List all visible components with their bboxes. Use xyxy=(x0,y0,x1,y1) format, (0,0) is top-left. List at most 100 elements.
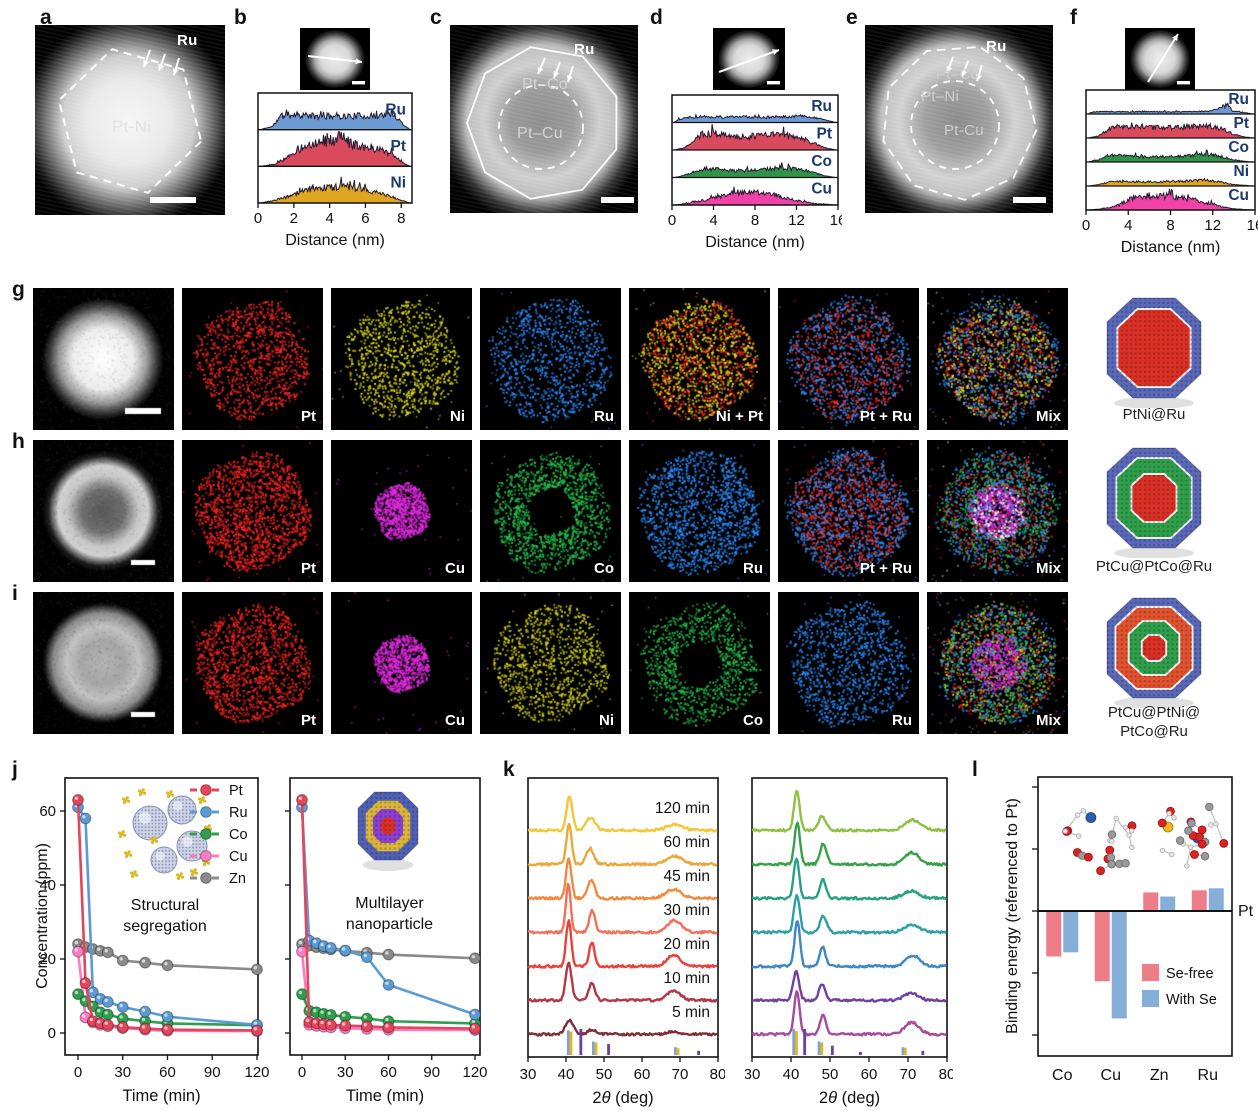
svg-text:16: 16 xyxy=(1247,217,1258,234)
eds-map-g-pt-ru: Pt + Ru xyxy=(778,288,919,430)
svg-text:Zn: Zn xyxy=(1150,1067,1169,1084)
svg-text:90: 90 xyxy=(204,1064,221,1081)
svg-text:Cu: Cu xyxy=(229,849,248,865)
svg-text:Co: Co xyxy=(229,827,248,843)
ru-surface-label-c: Ru xyxy=(574,41,595,58)
y-axis-label-binding-energy: Binding energy (referenced to Pt) xyxy=(1004,798,1021,1034)
svg-text:80: 80 xyxy=(710,1066,725,1083)
svg-text:Pt: Pt xyxy=(817,125,833,142)
shell-label-c: Pt–Co xyxy=(522,76,568,93)
svg-text:Co: Co xyxy=(1052,1067,1073,1084)
eds-map-i-co: Co xyxy=(629,592,770,734)
nanoparticle-model-g xyxy=(1092,296,1216,409)
svg-text:8: 8 xyxy=(1166,217,1174,234)
svg-text:Pt: Pt xyxy=(391,138,407,155)
eds-map-h-pt-ru: Pt + Ru xyxy=(778,440,919,582)
model-caption-g: PtNi@Ru xyxy=(1122,406,1186,423)
eds-cell-label: Pt xyxy=(301,712,316,729)
eds-map-row-g: Pt Ni Ru Ni + Pt Pt + Ru Mix xyxy=(33,288,1073,430)
eds-cell-label: Cu xyxy=(445,712,465,729)
eds-map-h-haadf xyxy=(33,440,174,582)
svg-text:80: 80 xyxy=(939,1066,953,1083)
svg-text:Ni: Ni xyxy=(391,175,407,192)
nanoparticle-model-i xyxy=(1092,596,1216,709)
svg-text:60: 60 xyxy=(861,1066,878,1083)
eds-cell-label: Mix xyxy=(1035,408,1061,425)
panel-letter-d: d xyxy=(650,6,663,29)
panel-letter-h: h xyxy=(12,430,25,453)
svg-text:Time (min): Time (min) xyxy=(346,1087,424,1105)
svg-text:Ru: Ru xyxy=(385,101,406,118)
svg-text:4: 4 xyxy=(1124,217,1132,234)
line-profile-panel-f: Ru Pt Co Ni Cu 0 4 8 12 16 Distance (nm) xyxy=(1080,20,1258,268)
shell-label-e: Pt–Co xyxy=(936,66,980,83)
model-caption-i: PtCu@PtNi@ PtCo@Ru xyxy=(1107,704,1201,740)
svg-text:60: 60 xyxy=(380,1064,397,1081)
eds-map-h-pt: Pt xyxy=(182,440,323,582)
eds-cell-label: Cu xyxy=(445,560,465,577)
svg-text:50: 50 xyxy=(596,1066,613,1083)
svg-text:Ru: Ru xyxy=(229,805,248,821)
panel-letter-f: f xyxy=(1070,6,1077,29)
eds-map-h-mix: Mix xyxy=(927,440,1068,582)
svg-text:4: 4 xyxy=(325,210,333,227)
svg-text:90: 90 xyxy=(423,1064,440,1081)
svg-text:Cu: Cu xyxy=(811,180,832,197)
eds-map-i-ni: Ni xyxy=(480,592,621,734)
svg-text:120: 120 xyxy=(244,1064,269,1081)
eds-map-i-ru: Ru xyxy=(778,592,919,734)
panel-letter-c: c xyxy=(430,6,442,29)
svg-text:Pt: Pt xyxy=(1234,115,1250,132)
svg-text:Ru: Ru xyxy=(1228,91,1249,108)
panel-letter-g: g xyxy=(12,278,25,301)
caption-multilayer-nanoparticle: Multilayer nanoparticle xyxy=(345,895,434,933)
svg-text:0: 0 xyxy=(48,1025,56,1042)
svg-text:Pt: Pt xyxy=(229,783,243,799)
line-profile-panel-d: Ru Pt Co Cu 0 4 8 12 16 Distance (nm) xyxy=(664,20,846,260)
svg-text:120: 120 xyxy=(462,1064,487,1081)
panel-letter-l: l xyxy=(972,758,978,781)
core-label-c: Pt–Cu xyxy=(517,125,563,142)
svg-text:8: 8 xyxy=(397,210,405,227)
svg-text:Ru: Ru xyxy=(1198,1067,1218,1084)
scale-bar-e xyxy=(1013,197,1046,203)
svg-text:20: 20 xyxy=(40,951,56,968)
svg-text:30: 30 xyxy=(745,1066,760,1083)
eds-cell-label: Mix xyxy=(1035,712,1061,729)
svg-text:20 min: 20 min xyxy=(663,936,710,953)
eds-map-h-co: Co xyxy=(480,440,621,582)
svg-text:70: 70 xyxy=(900,1066,917,1083)
svg-text:Co: Co xyxy=(811,153,832,170)
svg-text:0: 0 xyxy=(1082,217,1090,234)
svg-text:40: 40 xyxy=(558,1066,575,1083)
panel-letter-i: i xyxy=(12,582,18,605)
svg-text:6: 6 xyxy=(361,210,369,227)
svg-text:30 min: 30 min xyxy=(663,902,710,919)
eds-cell-label: Ni + Pt xyxy=(715,408,763,425)
eds-cell-label: Ni xyxy=(599,712,614,729)
svg-text:Cu: Cu xyxy=(1101,1067,1121,1084)
svg-text:60 min: 60 min xyxy=(663,834,710,851)
ru-surface-label-a: Ru xyxy=(177,32,198,49)
svg-text:60: 60 xyxy=(40,803,56,820)
svg-text:60: 60 xyxy=(159,1064,176,1081)
svg-text:45 min: 45 min xyxy=(663,868,710,885)
eds-map-g-ni: Ni xyxy=(331,288,472,430)
eds-map-g-haadf xyxy=(33,288,174,430)
eds-map-row-h: Pt Cu Co Ru Pt + Ru Mix xyxy=(33,440,1073,582)
panel-letter-k: k xyxy=(503,758,515,781)
eds-cell-label: Ru xyxy=(594,408,614,425)
eds-cell-label: Ni xyxy=(450,408,465,425)
svg-text:Ru: Ru xyxy=(811,98,832,115)
eds-cell-label: Pt xyxy=(301,560,316,577)
eds-map-i-pt: Pt xyxy=(182,592,323,734)
svg-text:60: 60 xyxy=(634,1066,651,1083)
eds-cell-label: Pt + Ru xyxy=(859,560,912,577)
haadf-image-a xyxy=(35,25,225,215)
panel-letter-e: e xyxy=(846,6,858,29)
panel-letter-b: b xyxy=(234,6,247,29)
scale-bar-c xyxy=(601,197,634,203)
nanoparticle-model-h xyxy=(1092,446,1216,559)
svg-text:Cu: Cu xyxy=(1228,187,1249,204)
